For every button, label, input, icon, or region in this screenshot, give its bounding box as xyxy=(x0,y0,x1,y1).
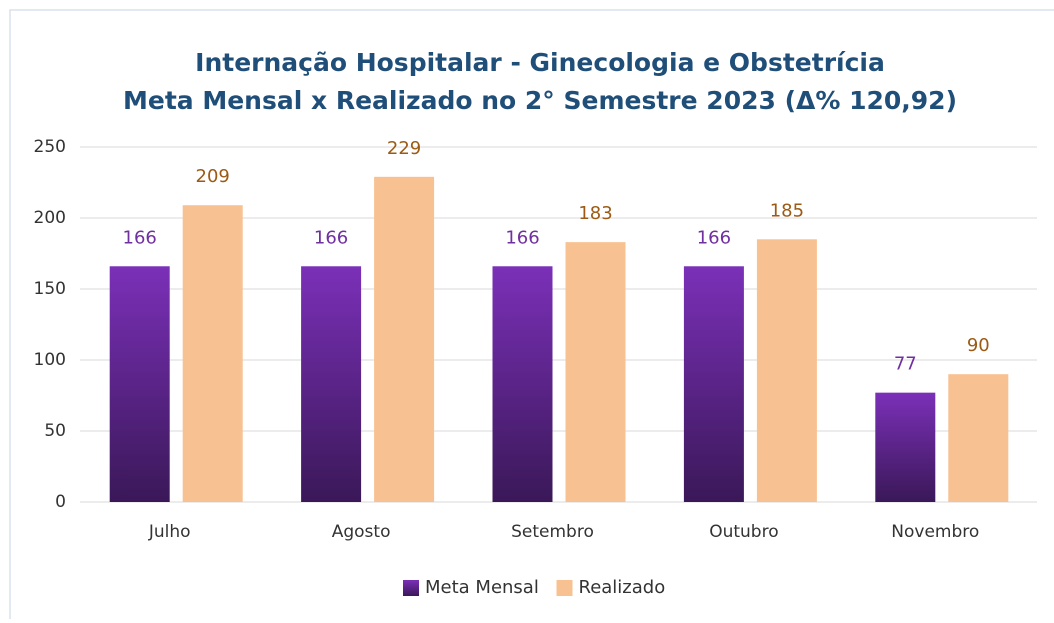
bar xyxy=(492,266,553,502)
bar xyxy=(756,239,817,503)
y-tick-label: 200 xyxy=(34,208,66,228)
y-tick-label: 250 xyxy=(34,137,66,157)
value-label: 166 xyxy=(314,227,348,248)
value-label: 166 xyxy=(697,227,731,248)
legend-swatch xyxy=(556,580,573,596)
x-tick-label: Outubro xyxy=(709,522,778,542)
x-tick-label: Setembro xyxy=(511,522,594,542)
y-tick-label: 150 xyxy=(34,279,66,299)
bar xyxy=(565,242,626,502)
x-tick-label: Julho xyxy=(148,522,191,542)
x-tick-label: Novembro xyxy=(891,522,979,542)
bar xyxy=(683,266,744,502)
value-label: 166 xyxy=(123,227,157,248)
bar xyxy=(374,176,435,502)
y-tick-label: 50 xyxy=(44,421,66,441)
legend-label: Meta Mensal xyxy=(425,577,539,598)
y-tick-label: 0 xyxy=(55,492,66,512)
value-label: 185 xyxy=(770,200,804,221)
value-label: 77 xyxy=(894,354,917,375)
value-label: 166 xyxy=(505,227,539,248)
bar xyxy=(948,374,1009,502)
bar xyxy=(182,205,243,502)
x-tick-label: Agosto xyxy=(332,522,391,542)
bar xyxy=(875,392,936,502)
chart-title: Internação Hospitalar - Ginecologia e Ob… xyxy=(195,48,885,77)
value-label: 209 xyxy=(196,166,230,187)
bar xyxy=(301,266,362,502)
value-label: 90 xyxy=(967,335,990,356)
value-label: 229 xyxy=(387,138,421,159)
legend-label: Realizado xyxy=(579,577,666,598)
value-label: 183 xyxy=(578,203,612,224)
legend-swatch xyxy=(403,580,419,596)
y-tick-label: 100 xyxy=(34,350,66,370)
chart-subtitle: Meta Mensal x Realizado no 2° Semestre 2… xyxy=(123,86,957,115)
bar xyxy=(109,266,170,502)
